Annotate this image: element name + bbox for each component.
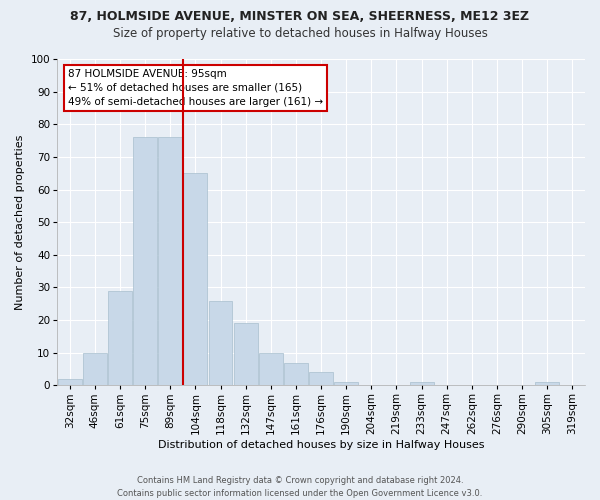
Bar [133,138,157,386]
X-axis label: Distribution of detached houses by size in Halfway Houses: Distribution of detached houses by size … [158,440,484,450]
Bar [108,290,132,386]
Bar [259,352,283,386]
Text: Size of property relative to detached houses in Halfway Houses: Size of property relative to detached ho… [113,28,487,40]
Bar [410,382,434,386]
Bar [284,362,308,386]
Bar [209,300,232,386]
Text: 87 HOLMSIDE AVENUE: 95sqm
← 51% of detached houses are smaller (165)
49% of semi: 87 HOLMSIDE AVENUE: 95sqm ← 51% of detac… [68,69,323,107]
Bar [58,379,82,386]
Bar [158,138,182,386]
Bar [535,382,559,386]
Y-axis label: Number of detached properties: Number of detached properties [15,134,25,310]
Bar [334,382,358,386]
Text: 87, HOLMSIDE AVENUE, MINSTER ON SEA, SHEERNESS, ME12 3EZ: 87, HOLMSIDE AVENUE, MINSTER ON SEA, SHE… [70,10,530,23]
Bar [83,352,107,386]
Text: Contains HM Land Registry data © Crown copyright and database right 2024.
Contai: Contains HM Land Registry data © Crown c… [118,476,482,498]
Bar [184,173,208,386]
Bar [309,372,333,386]
Bar [234,324,257,386]
